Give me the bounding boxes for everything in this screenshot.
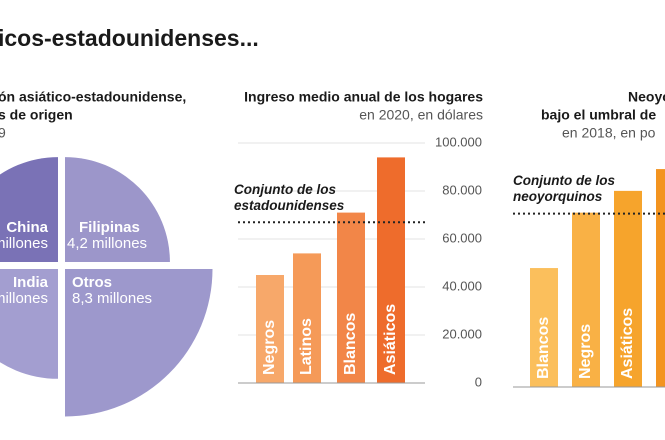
y-tick-label: 40.000 <box>442 278 482 293</box>
bar <box>337 212 365 383</box>
chart-subtitle: 9 <box>0 125 6 141</box>
reference-label: neoyorquinos <box>513 189 603 204</box>
bar <box>572 212 600 387</box>
y-tick-label: 60.000 <box>442 230 482 245</box>
chart-title: Neoyo <box>628 89 665 105</box>
category-label: Asiáticos <box>382 304 399 375</box>
category-label: Negros <box>261 320 278 375</box>
category-label: Blancos <box>342 313 359 375</box>
bar <box>530 268 558 387</box>
value-label: 8,3 millones <box>72 290 152 307</box>
bar <box>377 157 405 383</box>
category-label: Asiáticos <box>619 308 636 379</box>
y-tick-label: 20.000 <box>442 326 482 341</box>
pie-slice <box>65 157 170 262</box>
chart-title: bajo el umbral de <box>541 107 656 123</box>
slice-label: Filipinas <box>79 219 140 236</box>
pie-slice <box>65 269 213 417</box>
reference-label: Conjunto de los <box>234 182 336 197</box>
value-label: 4,2 millones <box>67 235 147 252</box>
y-tick-label: 100.000 <box>435 134 482 149</box>
reference-label: Conjunto de los <box>513 173 615 188</box>
slice-label: China <box>6 219 48 236</box>
slice-label: India <box>13 274 49 291</box>
chart-subtitle: en 2018, en po <box>562 125 656 141</box>
bar <box>656 169 665 387</box>
y-tick-label: 80.000 <box>442 182 482 197</box>
pie-slice <box>0 157 58 262</box>
value-label: millones <box>0 235 48 252</box>
reference-label: estadounidenses <box>234 198 345 213</box>
category-label: Blancos <box>535 317 552 379</box>
pie-slice <box>0 269 58 379</box>
value-label: millones <box>0 290 48 307</box>
chart-title: Ingreso medio anual de los hogares <box>244 89 483 105</box>
category-label: Negros <box>577 324 594 379</box>
bar <box>293 253 321 383</box>
page-title: icos-estadounidenses... <box>0 25 259 51</box>
y-tick-label: 0 <box>475 374 482 389</box>
category-label: Latinos <box>298 318 315 375</box>
chart-title: ón asiático-estadounidense, <box>0 89 186 105</box>
bar <box>256 275 284 383</box>
slice-label: Otros <box>72 274 112 291</box>
chart-title: s de origen <box>0 107 73 123</box>
chart-subtitle: en 2020, en dólares <box>359 107 483 123</box>
bar <box>614 190 642 387</box>
